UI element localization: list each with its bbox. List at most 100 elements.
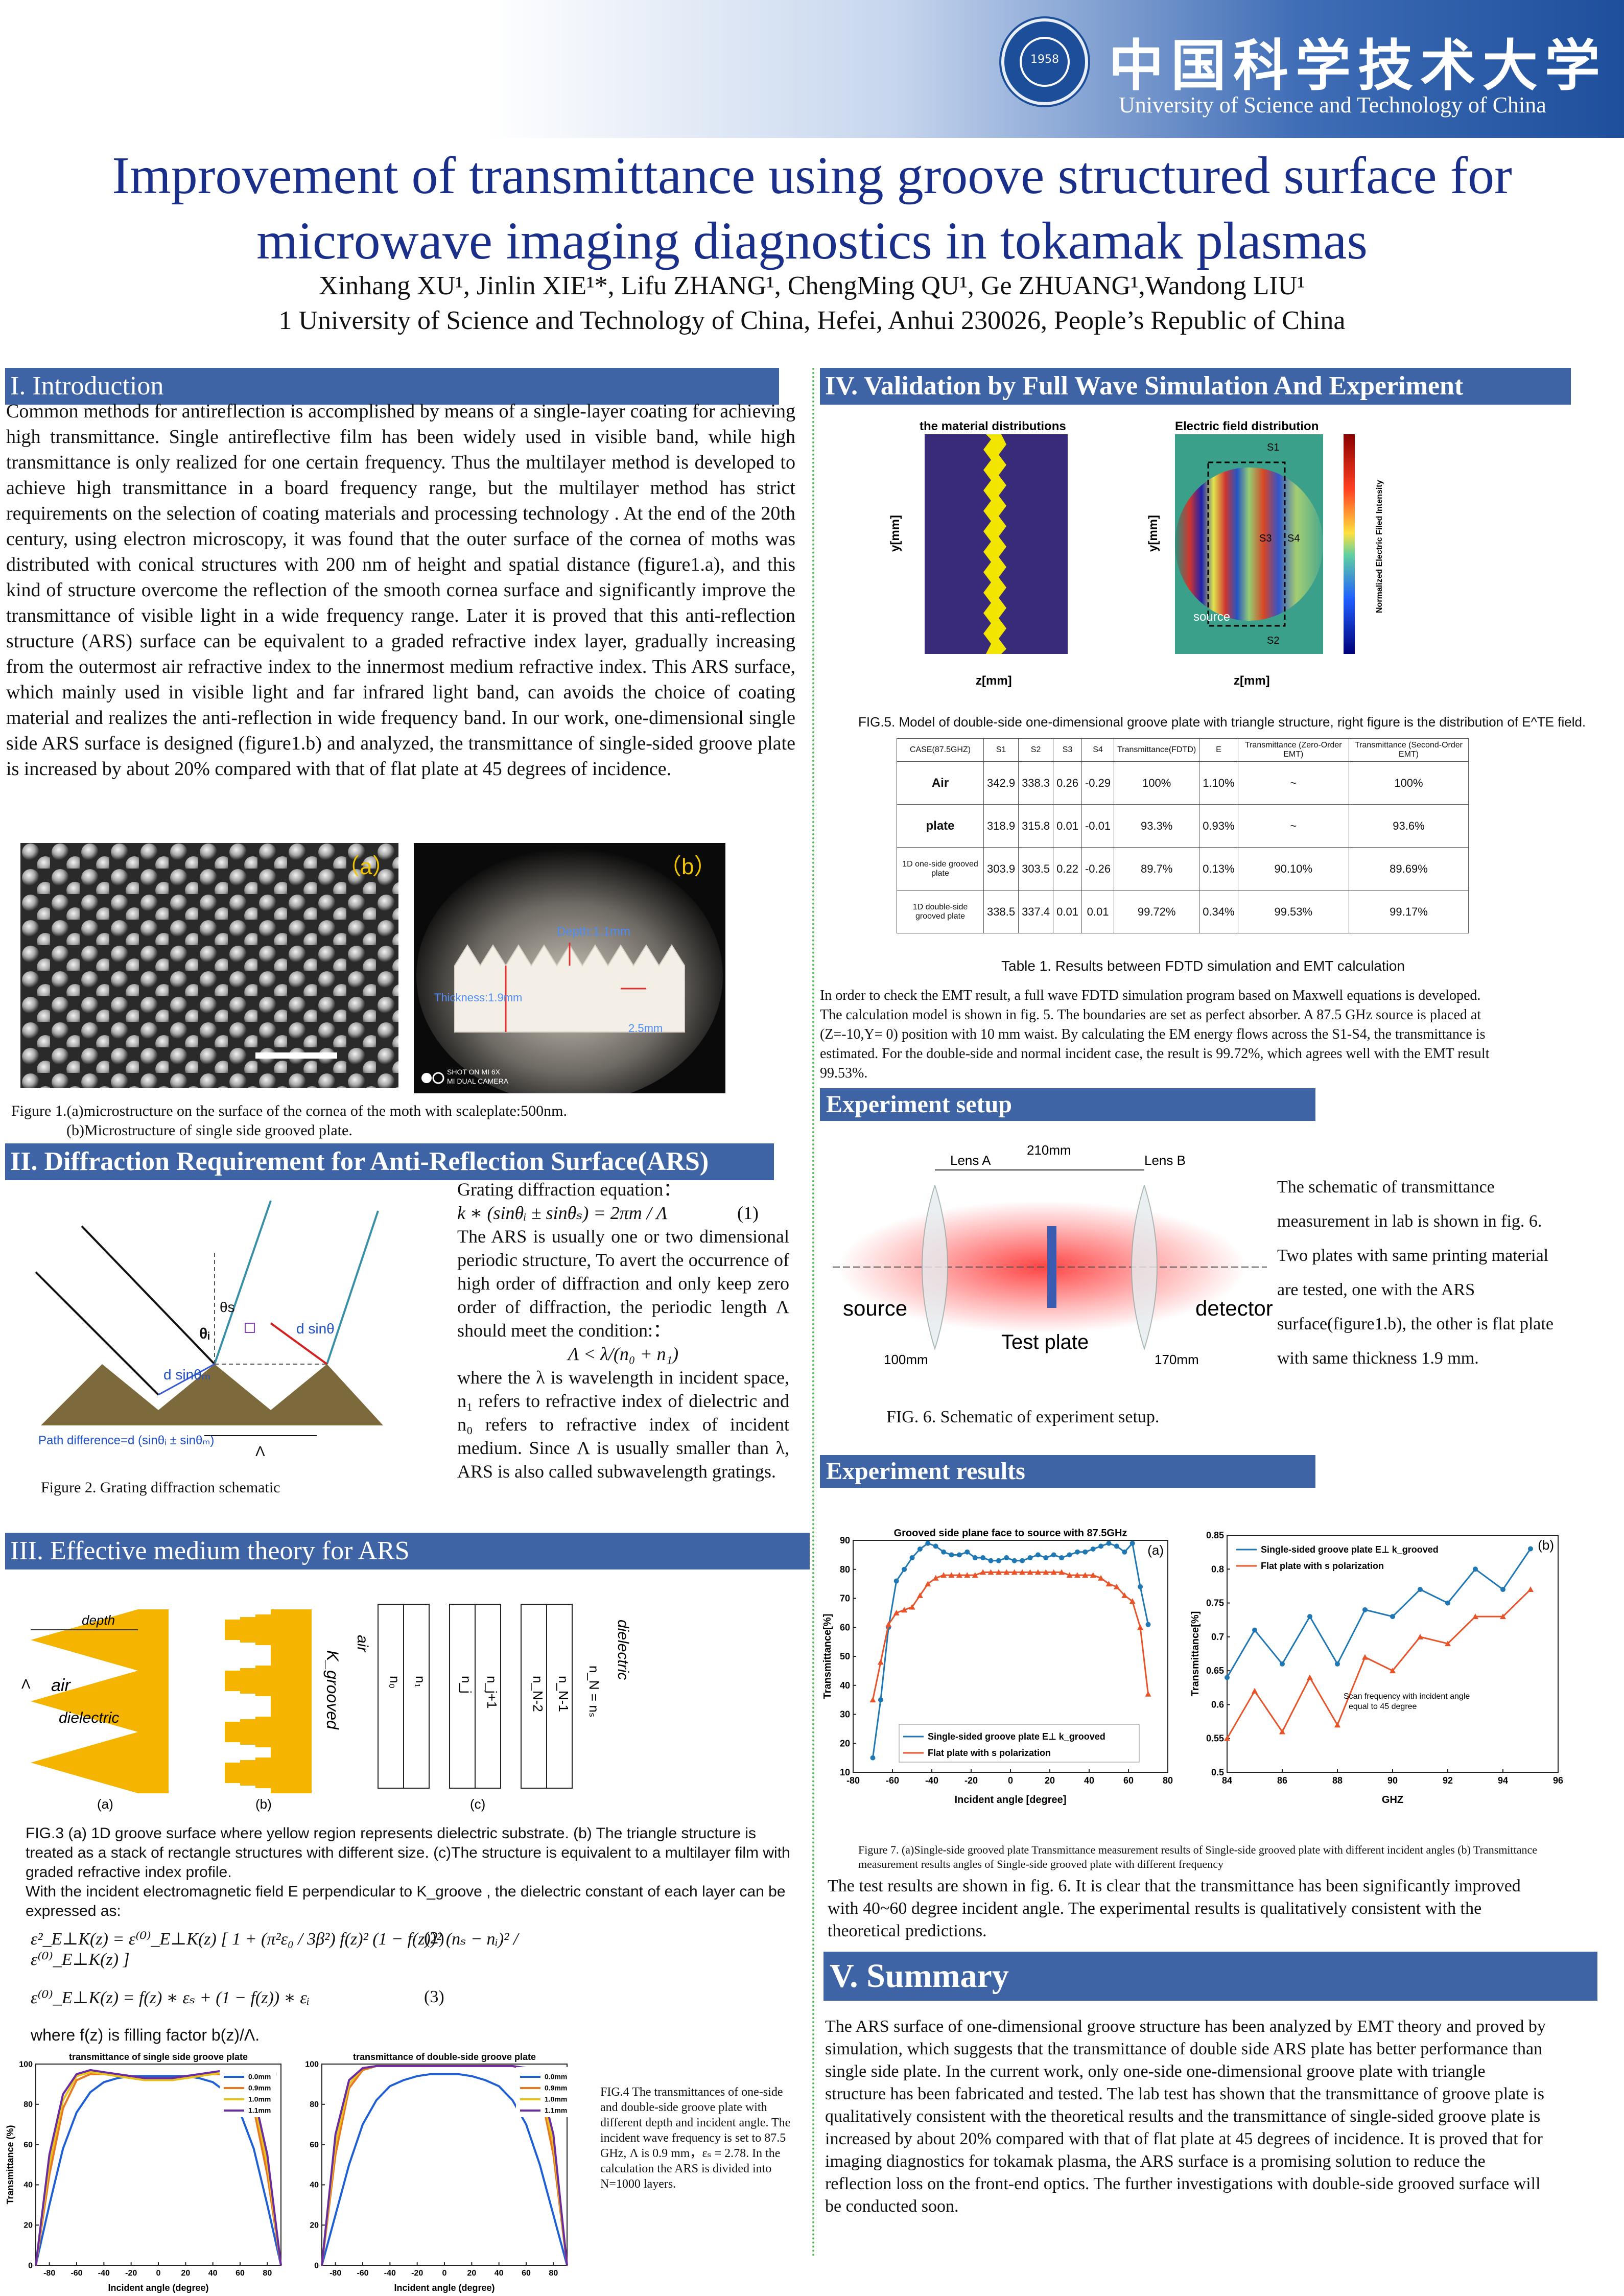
- x-tick-label: -40: [98, 2269, 110, 2278]
- table-cell: 318.9: [983, 804, 1019, 848]
- table-header-cell: CASE(87.5GHZ): [897, 738, 984, 762]
- data-point: [1362, 1654, 1368, 1660]
- legend-label: 1.1mm: [545, 2106, 567, 2115]
- y-tick-label: 0.55: [1206, 1733, 1224, 1744]
- figure-5-simulation: the material distributions y[mm] z[mm] E…: [868, 419, 1390, 705]
- table-cell: Air: [897, 761, 984, 805]
- x-tick-label: 84: [1222, 1775, 1232, 1786]
- legend-box: [220, 2067, 276, 2117]
- x-tick-label: 20: [181, 2269, 190, 2278]
- table-cell: ~: [1237, 761, 1349, 805]
- x-tick-label: -20: [411, 2269, 423, 2278]
- table-cell: 89.69%: [1348, 847, 1469, 891]
- data-point: [901, 1607, 908, 1613]
- y-tick-label: 20: [23, 2221, 33, 2230]
- legend-box: [1232, 1537, 1447, 1575]
- fig5-ylabel-left: y[mm]: [888, 515, 902, 552]
- seal-year: 1958: [1030, 53, 1059, 66]
- x-tick-label: 0: [442, 2269, 447, 2278]
- series-line: [1226, 1589, 1532, 1739]
- column-divider: [812, 368, 814, 2258]
- data-point: [980, 1555, 986, 1561]
- table-cell: 0.13%: [1199, 847, 1238, 891]
- data-point: [1307, 1614, 1312, 1620]
- grating-schematic-svg: θs θᵢ d sinθ d sinθₘ Λ: [35, 1200, 383, 1459]
- data-point: [1335, 1661, 1340, 1667]
- data-point: [988, 1558, 994, 1563]
- x-tick-label: 80: [1163, 1775, 1173, 1786]
- table-cell: 1D one-side grooved plate: [897, 847, 984, 891]
- data-point: [1074, 1572, 1080, 1578]
- sub-c-label: (c): [470, 1796, 485, 1812]
- nN2-label: n_N-2: [530, 1676, 546, 1712]
- data-point: [909, 1555, 915, 1561]
- data-point: [1090, 1547, 1096, 1552]
- figure-2-caption: Figure 2. Grating diffraction schematic: [41, 1479, 280, 1496]
- table-header-cell: S1: [983, 738, 1019, 762]
- fig5-s4-label: S4: [1287, 533, 1300, 544]
- data-point: [1098, 1543, 1104, 1549]
- x-tick-label: 94: [1498, 1775, 1508, 1786]
- y-tick-label: 40: [840, 1680, 850, 1691]
- panel-label: (b): [1538, 1537, 1554, 1553]
- data-point: [916, 1592, 923, 1598]
- figure-7a-chart: -80 -60 -40 -20 0 20 40 60 80 10 20 30 40 50 60 70 80 90 I…: [822, 1520, 1175, 1806]
- figure-3-caption: FIG.3 (a) 1D groove surface where yellow…: [26, 1825, 790, 1881]
- data-point: [1043, 1569, 1049, 1575]
- period-lambda-label: Λ: [21, 1676, 31, 1692]
- data-point: [877, 1659, 884, 1665]
- eq1-body: k ∗ (sinθᵢ ± sinθₛ) = 2πm / Λ: [457, 1203, 668, 1223]
- data-point: [1067, 1552, 1072, 1558]
- section-heading-validation: IV. Validation by Full Wave Simulation A…: [820, 368, 1571, 405]
- data-point: [1020, 1558, 1025, 1563]
- title-line-1: Improvement of transmittance using groov…: [112, 146, 1512, 205]
- data-point: [1500, 1587, 1505, 1592]
- table-header-cell: S3: [1053, 738, 1082, 762]
- table-cell: 93.3%: [1114, 804, 1200, 848]
- data-point: [949, 1552, 954, 1558]
- data-point: [1004, 1555, 1009, 1561]
- data-point: [1252, 1688, 1258, 1694]
- x-tick-label: 92: [1443, 1775, 1453, 1786]
- table-row: 1D one-side grooved plate 303.9 303.5 0.22-…: [897, 847, 1469, 891]
- chart-title: Grooved side plane face to source with 8…: [894, 1528, 1127, 1539]
- section-heading-diffraction: II. Diffraction Requirement for Anti-Ref…: [5, 1143, 774, 1180]
- nN1-label: n_N-1: [556, 1676, 571, 1712]
- data-point: [917, 1547, 923, 1552]
- air-label: air: [51, 1676, 71, 1695]
- n0-label: n₀: [387, 1676, 403, 1689]
- table-cell: 337.4: [1018, 890, 1054, 933]
- legend-label: 0.9mm: [248, 2084, 271, 2092]
- period-label: 2.5mm: [628, 1022, 663, 1035]
- data-point: [1145, 1691, 1151, 1697]
- table-header-cell: Transmittance (Second-Order EMT): [1348, 738, 1469, 762]
- y-tick-label: 0.75: [1206, 1598, 1224, 1608]
- table-cell: 89.7%: [1114, 847, 1200, 891]
- data-point: [1528, 1546, 1533, 1552]
- theta-s-label: θs: [220, 1299, 235, 1315]
- plate-cross-section: [416, 848, 723, 1093]
- section-heading-emt: III. Effective medium theory for ARS: [5, 1533, 810, 1569]
- data-point: [972, 1555, 978, 1561]
- data-point: [1011, 1558, 1017, 1563]
- data-point: [878, 1697, 883, 1703]
- x-axis-label: GHZ: [1382, 1794, 1403, 1806]
- x-tick-label: -40: [384, 2269, 396, 2278]
- x-tick-label: 0: [156, 2269, 161, 2278]
- fig5-ylabel-right: y[mm]: [1146, 515, 1160, 552]
- data-point: [1122, 1549, 1127, 1555]
- legend-label: Single-sided groove plate E⊥ k_grooved: [928, 1731, 1105, 1742]
- data-point: [1121, 1592, 1128, 1598]
- figure-7b-chart: 84 86 88 90 92 94 96 0.5 0.55 0.6 0.65 0.7 0.75 0.8 0.…: [1190, 1520, 1568, 1806]
- fig5-s2-label: S2: [1267, 635, 1279, 646]
- table-cell: 303.9: [983, 847, 1019, 891]
- x-tick-label: 40: [495, 2269, 504, 2278]
- x-tick-label: 86: [1277, 1775, 1287, 1786]
- legend-label: Single-sided groove plate E⊥ k_grooved: [1261, 1544, 1439, 1555]
- data-point: [1090, 1572, 1096, 1578]
- figure-3-caption-block: FIG.3 (a) 1D groove surface where yellow…: [26, 1824, 797, 1921]
- figure-1b-plate-photo: （b） Depth:1.1mm Thickness:1.9mm 2.5mm SH…: [414, 843, 725, 1093]
- data-point: [932, 1575, 939, 1581]
- figure-4a-chart: -80 -60 -40 -20 0 20 40 60 80 0 20 40 60 80 100 Inciden…: [5, 2049, 291, 2294]
- y-tick-label: 100: [305, 2060, 319, 2069]
